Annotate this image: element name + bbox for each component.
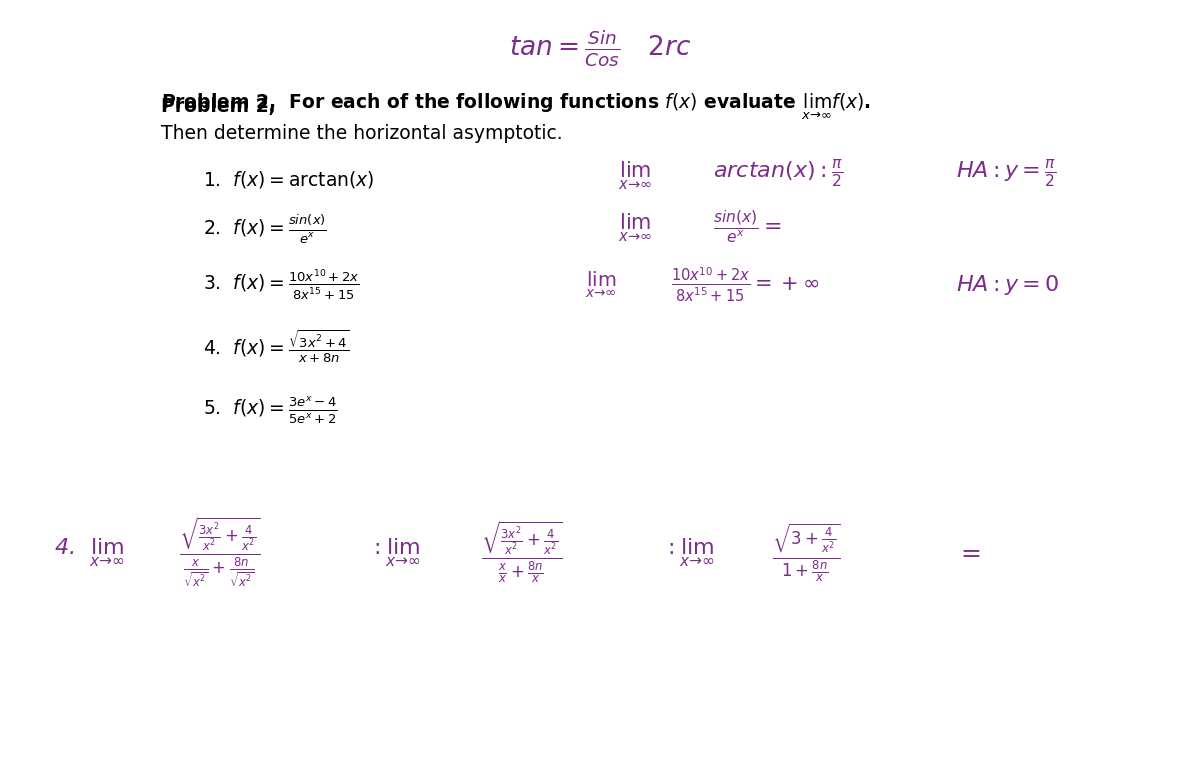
Text: $\frac{\sqrt{\frac{3x^2}{x^2} + \frac{4}{x^2}}}{\frac{x}{x} + \frac{8n}{x}}$: $\frac{\sqrt{\frac{3x^2}{x^2} + \frac{4}… (481, 519, 563, 585)
Text: $: \lim_{x\rightarrow\infty}$: $: \lim_{x\rightarrow\infty}$ (368, 536, 420, 569)
Text: $\lim_{x\rightarrow\infty}$: $\lim_{x\rightarrow\infty}$ (584, 270, 617, 300)
Text: Problem 2,: Problem 2, (161, 97, 276, 117)
Text: $arctan(x) : \frac{\pi}{2}$: $arctan(x) : \frac{\pi}{2}$ (713, 158, 842, 189)
Text: $\lim_{x\rightarrow\infty}$: $\lim_{x\rightarrow\infty}$ (618, 160, 652, 192)
Text: $HA : y = \frac{\pi}{2}$: $HA : y = \frac{\pi}{2}$ (956, 158, 1056, 189)
Text: $HA : y=0$: $HA : y=0$ (956, 273, 1060, 297)
Text: $tan = \frac{Sin}{Cos} \quad 2rc$: $tan = \frac{Sin}{Cos} \quad 2rc$ (509, 29, 691, 70)
Text: 4.  $f(x) = \frac{\sqrt{3x^2+4}}{x+8n}$: 4. $f(x) = \frac{\sqrt{3x^2+4}}{x+8n}$ (203, 328, 349, 364)
Text: Then determine the horizontal asymptotic.: Then determine the horizontal asymptotic… (161, 124, 563, 143)
Text: $\frac{10x^{10}+2x}{8x^{15}+15} = +\infty$: $\frac{10x^{10}+2x}{8x^{15}+15} = +\inft… (671, 266, 820, 304)
Text: $\frac{\sqrt{3 + \frac{4}{x^2}}}{1 + \frac{8n}{x}}$: $\frac{\sqrt{3 + \frac{4}{x^2}}}{1 + \fr… (772, 521, 840, 583)
Text: 3.  $f(x) = \frac{10x^{10}+2x}{8x^{15}+15}$: 3. $f(x) = \frac{10x^{10}+2x}{8x^{15}+15… (203, 267, 359, 303)
Text: $\frac{sin(x)}{e^x} =$: $\frac{sin(x)}{e^x} =$ (713, 209, 781, 246)
Text: $: \lim_{x\rightarrow\infty}$: $: \lim_{x\rightarrow\infty}$ (662, 536, 714, 569)
Text: 2.  $f(x) = \frac{sin(x)}{e^x}$: 2. $f(x) = \frac{sin(x)}{e^x}$ (203, 213, 326, 246)
Text: 5.  $f(x) = \frac{3e^x-4}{5e^x+2}$: 5. $f(x) = \frac{3e^x-4}{5e^x+2}$ (203, 394, 337, 426)
Text: $=$: $=$ (956, 540, 980, 565)
Text: $\lim_{x\rightarrow\infty}$: $\lim_{x\rightarrow\infty}$ (618, 211, 652, 243)
Text: Problem 2,  For each of the following functions $f(x)$ evaluate $\lim_{x\rightar: Problem 2, For each of the following fun… (161, 91, 871, 122)
Text: 4.  $\lim_{x\rightarrow\infty}$: 4. $\lim_{x\rightarrow\infty}$ (54, 536, 125, 569)
Text: 1.  $f(x) = \arctan(x)$: 1. $f(x) = \arctan(x)$ (203, 169, 374, 190)
Text: $\frac{\sqrt{\frac{3x^2}{x^2} + \frac{4}{x^2}}}{\frac{x}{\sqrt{x^2}} + \frac{8n}: $\frac{\sqrt{\frac{3x^2}{x^2} + \frac{4}… (179, 516, 260, 589)
